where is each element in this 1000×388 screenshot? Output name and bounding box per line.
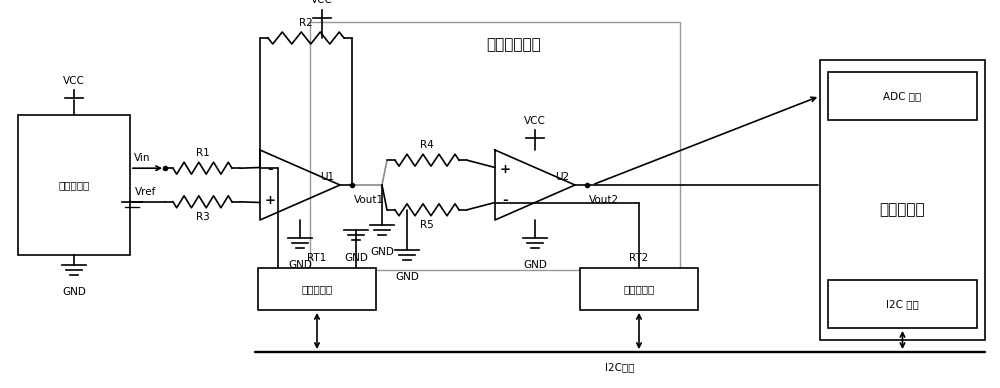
Bar — [580, 268, 698, 310]
Text: I2C 通讯: I2C 通讯 — [886, 299, 919, 309]
Text: 数字电位计: 数字电位计 — [301, 284, 333, 294]
Bar — [820, 60, 985, 340]
Text: GND: GND — [370, 247, 394, 257]
Bar — [258, 268, 376, 310]
Text: +: + — [500, 163, 511, 176]
Text: Vout1: Vout1 — [354, 195, 384, 205]
Text: U2: U2 — [555, 172, 569, 182]
Text: VCC: VCC — [63, 76, 85, 86]
Text: R2: R2 — [299, 18, 313, 28]
Text: I2C总线: I2C总线 — [605, 362, 635, 372]
Text: Vin: Vin — [134, 153, 150, 163]
Text: GND: GND — [523, 260, 547, 270]
Bar — [310, 22, 680, 270]
Text: GND: GND — [344, 253, 368, 263]
Text: R5: R5 — [420, 220, 434, 230]
Text: 霍尔传感器: 霍尔传感器 — [58, 180, 90, 190]
Text: Vout2: Vout2 — [589, 195, 619, 205]
Bar — [18, 115, 130, 255]
Text: GND: GND — [395, 272, 419, 282]
Bar — [828, 280, 977, 328]
Text: +: + — [264, 194, 276, 207]
Text: R3: R3 — [196, 212, 209, 222]
Text: ADC 输入: ADC 输入 — [883, 91, 922, 101]
Text: -: - — [267, 163, 273, 176]
Text: 控制器单元: 控制器单元 — [880, 203, 925, 218]
Text: 信号转换模块: 信号转换模块 — [486, 37, 541, 52]
Text: R4: R4 — [420, 140, 434, 150]
Text: -: - — [502, 194, 508, 207]
Text: RT2: RT2 — [629, 253, 649, 263]
Text: GND: GND — [62, 287, 86, 297]
Text: R1: R1 — [196, 148, 209, 158]
Text: VCC: VCC — [311, 0, 333, 5]
Text: U1: U1 — [320, 172, 334, 182]
Text: VCC: VCC — [524, 116, 546, 126]
Text: Vref: Vref — [135, 187, 156, 197]
Text: GND: GND — [288, 260, 312, 270]
Bar — [828, 72, 977, 120]
Text: 数字电位计: 数字电位计 — [623, 284, 655, 294]
Text: RT1: RT1 — [307, 253, 327, 263]
